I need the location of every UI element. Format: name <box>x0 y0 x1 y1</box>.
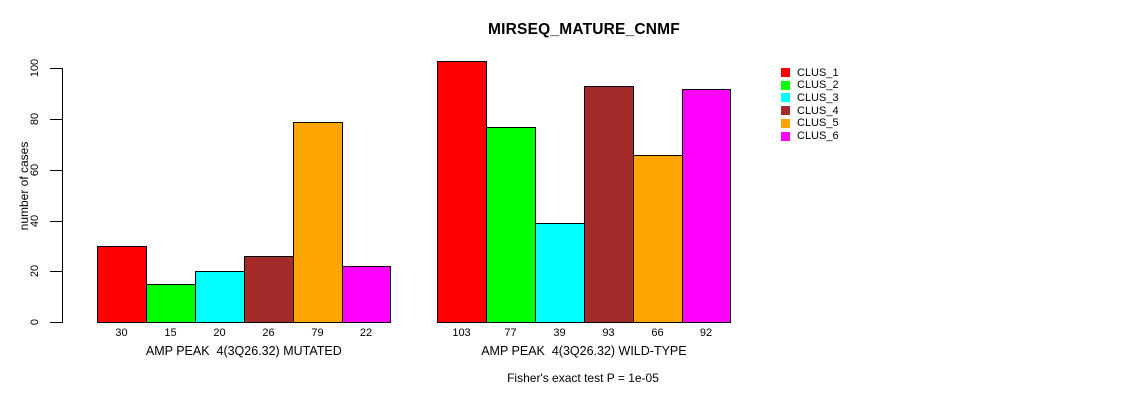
bar <box>244 256 294 323</box>
group-label: AMP PEAK 4(3Q26.32) WILD-TYPE <box>481 344 687 358</box>
bar-value-label: 92 <box>699 327 713 339</box>
y-tick-label: 60 <box>29 163 41 177</box>
group-label: AMP PEAK 4(3Q26.32) MUTATED <box>145 344 342 358</box>
bar <box>535 223 585 323</box>
bar-value-label: 77 <box>504 327 517 339</box>
bar <box>682 89 731 323</box>
bar-value-label: 30 <box>115 327 128 339</box>
y-tick-label: 40 <box>29 214 41 228</box>
bar <box>486 127 536 323</box>
legend-swatch <box>781 93 790 103</box>
bar-value-label: 103 <box>452 327 471 339</box>
bar <box>195 271 245 323</box>
y-axis-tick <box>50 271 62 272</box>
y-axis-tick <box>50 170 62 171</box>
legend-item-label: CLUS_1 <box>797 66 839 79</box>
bar <box>146 284 196 323</box>
y-axis-tick <box>50 322 62 323</box>
legend-item-label: CLUS_6 <box>797 130 839 142</box>
bar-value-label: 20 <box>213 327 226 339</box>
bar-value-label: 39 <box>553 327 566 339</box>
legend-item-label: CLUS_4 <box>797 104 839 117</box>
legend-item-label: CLUS_5 <box>797 117 839 130</box>
y-axis <box>62 68 63 323</box>
bar <box>293 122 343 323</box>
bar <box>97 246 147 323</box>
bar-value-label: 79 <box>311 327 324 339</box>
y-axis-tick <box>50 119 62 120</box>
bar-value-label: 15 <box>164 327 177 339</box>
bar-value-label: 26 <box>262 327 275 339</box>
y-tick-label: 20 <box>29 264 41 278</box>
legend-item-label: CLUS_2 <box>797 79 839 92</box>
bar <box>342 266 391 323</box>
bar <box>633 155 683 323</box>
legend-item-label: CLUS_3 <box>797 91 839 104</box>
fisher-test-note: Fisher's exact test P = 1e-05 <box>507 371 659 385</box>
y-tick-label: 80 <box>29 112 41 126</box>
legend-swatch <box>781 106 790 116</box>
bar <box>437 61 487 323</box>
bar-value-label: 22 <box>359 327 373 339</box>
chart-title: MIRSEQ_MATURE_CNMF <box>488 21 680 38</box>
legend-swatch <box>781 68 790 77</box>
y-tick-label: 100 <box>29 58 41 78</box>
legend-swatch <box>781 131 790 141</box>
y-tick-label: 0 <box>29 318 41 326</box>
bar <box>584 86 634 323</box>
bar-value-label: 66 <box>651 327 664 339</box>
y-axis-tick <box>50 221 62 222</box>
bar-value-label: 93 <box>602 327 615 339</box>
legend-swatch <box>781 80 790 90</box>
y-axis-tick <box>50 68 62 69</box>
legend-swatch <box>781 118 790 128</box>
